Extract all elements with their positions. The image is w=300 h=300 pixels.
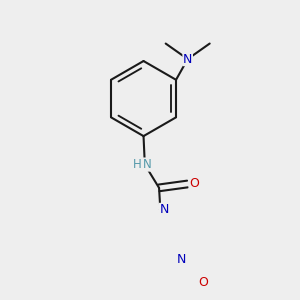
Text: O: O	[198, 276, 208, 289]
Text: H: H	[133, 158, 141, 171]
Text: N: N	[177, 253, 187, 266]
Text: N: N	[183, 52, 192, 66]
Text: N: N	[143, 158, 152, 171]
Text: O: O	[189, 178, 199, 190]
Text: N: N	[160, 203, 169, 216]
